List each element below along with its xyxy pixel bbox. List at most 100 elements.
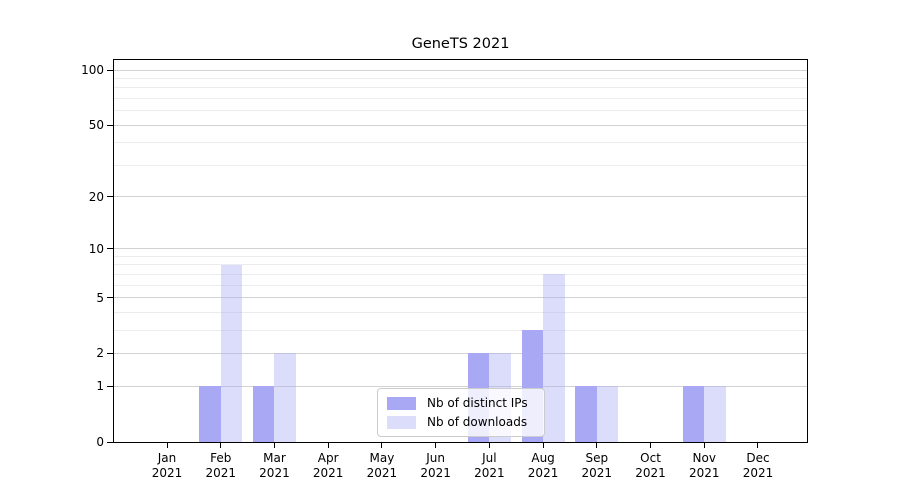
x-tick-month: Sep <box>585 451 609 465</box>
x-tick-year: 2021 <box>635 466 666 480</box>
x-tick-mark-oct <box>650 443 652 448</box>
gridline-major-y-20 <box>114 196 807 198</box>
x-tick-month: Jul <box>482 451 497 465</box>
y-tick-mark-20 <box>107 196 113 198</box>
legend-item-downloads: Nb of downloads <box>387 415 544 429</box>
x-tick-year: 2021 <box>474 466 505 480</box>
x-tick-month: Jan <box>157 451 177 465</box>
y-tick-label-0: 0 <box>96 435 104 449</box>
y-tick-label-1: 1 <box>96 379 104 394</box>
x-tick-mark-jun <box>435 443 437 448</box>
x-tick-label-jun: Jun 2021 <box>409 451 463 481</box>
x-tick-mark-aug <box>542 443 544 448</box>
plot-area <box>113 59 808 443</box>
x-tick-mark-jan <box>166 443 168 448</box>
x-tick-month: Mar <box>263 451 286 465</box>
x-tick-mark-jul <box>488 443 490 448</box>
gridline-major-y-50 <box>114 124 807 126</box>
y-tick-label-10: 10 <box>88 241 104 256</box>
gridline-major-y-2 <box>114 352 807 354</box>
bar-downloads-mar <box>274 353 296 442</box>
gridline-major-y-5 <box>114 297 807 299</box>
bar-distinct-ips-sep <box>575 386 597 442</box>
chart-title: GeneTS 2021 <box>411 36 510 52</box>
x-tick-label-aug: Aug 2021 <box>516 451 570 481</box>
x-tick-mark-feb <box>220 443 222 448</box>
gridline-minor-y-4 <box>114 311 807 313</box>
gridline-minor-y-3 <box>114 329 807 331</box>
x-tick-label-may: May 2021 <box>355 451 409 481</box>
x-tick-mark-nov <box>703 443 705 448</box>
legend-swatch-distinct-ips <box>387 396 416 410</box>
gridline-minor-y-9 <box>114 255 807 257</box>
y-tick-label-50: 50 <box>88 118 104 133</box>
bar-distinct-ips-nov <box>682 386 705 442</box>
bar-downloads-aug <box>543 274 565 442</box>
legend-swatch-downloads <box>387 415 416 429</box>
x-tick-year: 2021 <box>688 466 720 480</box>
x-tick-year: 2021 <box>527 466 559 480</box>
x-tick-mark-mar <box>273 443 275 448</box>
y-tick-mark-5 <box>107 297 113 299</box>
gridline-minor-y-80 <box>114 87 807 89</box>
y-tick-label-20: 20 <box>88 189 104 204</box>
y-tick-label-2: 2 <box>96 346 104 361</box>
gridline-major-y-10 <box>114 248 807 250</box>
x-tick-label-nov: Nov 2021 <box>677 451 731 481</box>
bar-downloads-feb <box>220 264 243 442</box>
x-tick-label-apr: Apr 2021 <box>301 451 355 481</box>
gridline-major-y-100 <box>114 69 807 71</box>
x-tick-label-sep: Sep 2021 <box>570 451 624 481</box>
gridline-minor-y-8 <box>114 264 807 266</box>
y-tick-mark-1 <box>107 385 113 387</box>
x-tick-year: 2021 <box>581 466 613 480</box>
x-tick-year: 2021 <box>151 466 183 480</box>
x-tick-month: Jun <box>426 451 445 465</box>
x-tick-month: Aug <box>531 451 555 465</box>
x-tick-label-dec: Dec 2021 <box>731 451 785 481</box>
x-tick-label-feb: Feb 2021 <box>194 451 248 481</box>
bar-downloads-nov <box>704 386 726 442</box>
legend: Nb of distinct IPs Nb of downloads <box>377 388 545 437</box>
x-tick-mark-dec <box>757 443 759 448</box>
bar-distinct-ips-mar <box>252 386 275 442</box>
x-tick-year: 2021 <box>420 466 451 480</box>
x-tick-year: 2021 <box>259 466 290 480</box>
x-tick-mark-sep <box>596 443 598 448</box>
bar-downloads-sep <box>596 386 619 442</box>
x-tick-year: 2021 <box>366 466 398 480</box>
x-tick-label-mar: Mar 2021 <box>247 451 301 481</box>
x-tick-mark-may <box>381 443 383 448</box>
y-tick-mark-0 <box>107 441 113 443</box>
legend-label-distinct-ips: Nb of distinct IPs <box>427 396 528 410</box>
x-tick-year: 2021 <box>742 466 774 480</box>
x-tick-label-jan: Jan 2021 <box>140 451 194 481</box>
x-tick-month: Nov <box>692 451 716 465</box>
gridline-minor-y-90 <box>114 77 807 79</box>
x-tick-year: 2021 <box>312 466 344 480</box>
gridline-minor-y-60 <box>114 110 807 112</box>
x-tick-year: 2021 <box>205 466 236 480</box>
x-tick-month: Dec <box>746 451 770 465</box>
y-tick-mark-100 <box>107 69 113 71</box>
gridline-minor-y-30 <box>114 164 807 166</box>
legend-label-downloads: Nb of downloads <box>427 415 528 429</box>
gridline-major-y-1 <box>114 385 807 387</box>
legend-item-distinct-ips: Nb of distinct IPs <box>387 396 544 410</box>
x-tick-month: May <box>369 451 395 465</box>
x-tick-month: Feb <box>210 451 232 465</box>
x-tick-month: Oct <box>640 451 661 465</box>
y-tick-mark-10 <box>107 248 113 250</box>
x-tick-month: Apr <box>317 451 339 465</box>
gridline-minor-y-7 <box>114 273 807 275</box>
y-tick-mark-2 <box>107 352 113 354</box>
x-tick-mark-apr <box>327 443 329 448</box>
y-tick-label-5: 5 <box>96 290 104 305</box>
x-tick-label-jul: Jul 2021 <box>462 451 516 481</box>
gridline-minor-y-40 <box>114 142 807 144</box>
x-tick-label-oct: Oct 2021 <box>624 451 678 481</box>
bar-distinct-ips-feb <box>199 386 221 442</box>
gridline-minor-y-70 <box>114 97 807 99</box>
y-tick-label-100: 100 <box>81 63 104 77</box>
